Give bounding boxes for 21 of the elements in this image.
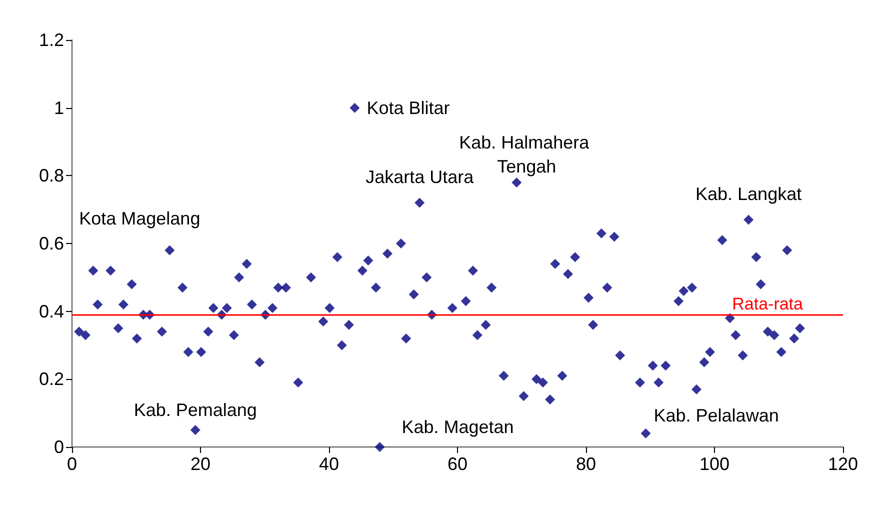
y-tick-label: 0.2 [38, 369, 64, 390]
x-tick-label: 100 [699, 454, 730, 474]
x-tick-label: 40 [318, 454, 340, 474]
y-tick-label: 0.4 [38, 301, 64, 322]
x-tick-label: 60 [447, 454, 468, 474]
annotation: Kab. Pelalawan [654, 405, 779, 426]
y-tick-label: 0.8 [38, 166, 64, 186]
y-tick-label: 1.2 [38, 30, 64, 50]
x-tick-label: 80 [576, 454, 596, 474]
annotation: Kota Magelang [79, 208, 200, 228]
annotation: Kab. Pemalang [134, 400, 257, 420]
annotation: Kab. Magetan [402, 417, 514, 437]
annotation: Kab. Langkat [696, 184, 802, 204]
y-tick-label: 0 [54, 437, 64, 457]
ref-line-label: Rata-rata [732, 294, 804, 314]
x-tick-label: 120 [828, 454, 858, 474]
x-tick-label: 0 [66, 454, 78, 474]
y-tick-label: 1 [54, 98, 64, 118]
y-tick-label: 0.6 [38, 234, 64, 254]
x-tick-label: 20 [190, 454, 211, 474]
annotation: Kota Blitar [366, 98, 450, 118]
